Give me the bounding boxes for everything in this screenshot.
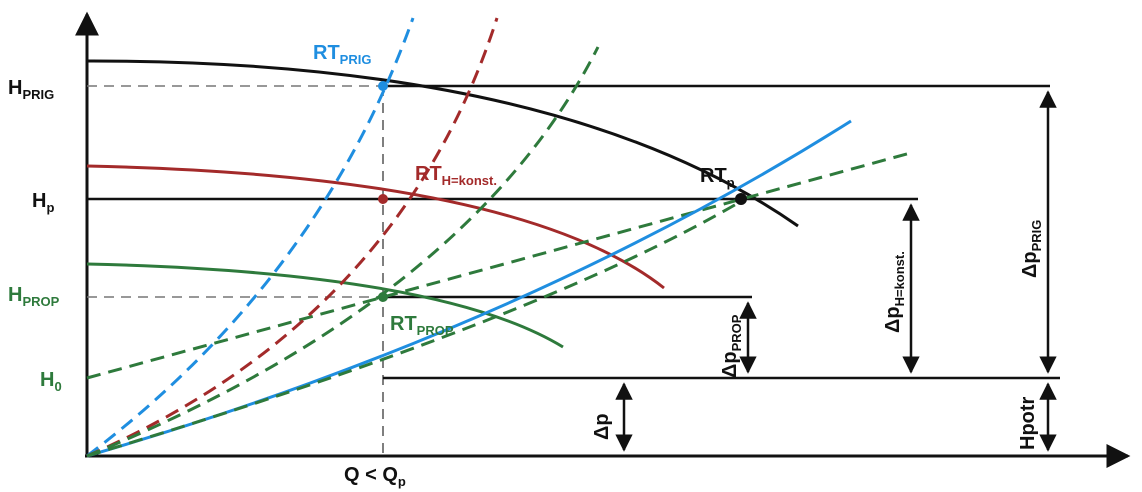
pump-curve-prop <box>86 262 564 349</box>
prop-control-line <box>86 150 915 380</box>
label-dp-hkonst: ΔpH=konst. <box>882 251 907 333</box>
point-rt-prig <box>378 81 388 91</box>
label-rt-prop: RTPROP <box>390 313 454 338</box>
pump-curve-rt-prig <box>86 59 799 228</box>
system-curve-prop-a <box>86 46 600 458</box>
pump-curve-h-konst <box>86 164 665 290</box>
point-rt-p <box>735 193 747 205</box>
system-curve-prig <box>86 17 415 458</box>
label-rt-hkonst: RTH=konst. <box>415 163 497 188</box>
point-rt-prop <box>378 292 388 302</box>
label-q-axis: Q < Qp <box>344 464 406 489</box>
label-h-0: H0 <box>40 369 62 394</box>
label-h-prop: HPROP <box>8 284 60 309</box>
point-rt-hkonst <box>378 194 388 204</box>
label-rt-p: RTp <box>700 165 735 190</box>
system-curve-h-konst <box>86 17 499 458</box>
label-hpotr: Hpotr <box>1017 396 1039 450</box>
label-dp: Δp <box>591 413 613 440</box>
label-rt-prig: RTPRIG <box>313 42 371 67</box>
label-dp-prop: ΔpPROP <box>719 314 744 378</box>
label-h-prig: HPRIG <box>8 77 54 102</box>
label-dp-prig: ΔpPRIG <box>1019 220 1044 278</box>
system-curve-solid <box>86 119 852 458</box>
label-h-p: Hp <box>32 190 54 215</box>
